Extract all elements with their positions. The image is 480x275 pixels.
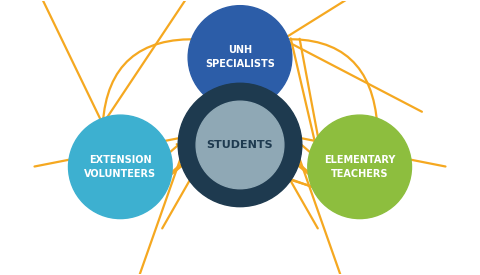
Text: ELEMENTARY
TEACHERS: ELEMENTARY TEACHERS bbox=[324, 155, 396, 179]
FancyArrowPatch shape bbox=[152, 38, 326, 193]
Circle shape bbox=[188, 6, 292, 109]
FancyArrowPatch shape bbox=[292, 136, 445, 275]
FancyArrowPatch shape bbox=[35, 136, 188, 275]
Text: UNH
SPECIALISTS: UNH SPECIALISTS bbox=[205, 45, 275, 69]
Circle shape bbox=[178, 83, 302, 207]
Circle shape bbox=[69, 115, 172, 219]
FancyArrowPatch shape bbox=[35, 0, 199, 124]
Text: STUDENTS: STUDENTS bbox=[207, 140, 273, 150]
FancyArrowPatch shape bbox=[162, 92, 318, 228]
FancyArrowPatch shape bbox=[283, 0, 422, 126]
FancyArrowPatch shape bbox=[150, 39, 328, 195]
Circle shape bbox=[196, 101, 284, 189]
Circle shape bbox=[308, 115, 411, 219]
Text: EXTENSION
VOLUNTEERS: EXTENSION VOLUNTEERS bbox=[84, 155, 156, 179]
